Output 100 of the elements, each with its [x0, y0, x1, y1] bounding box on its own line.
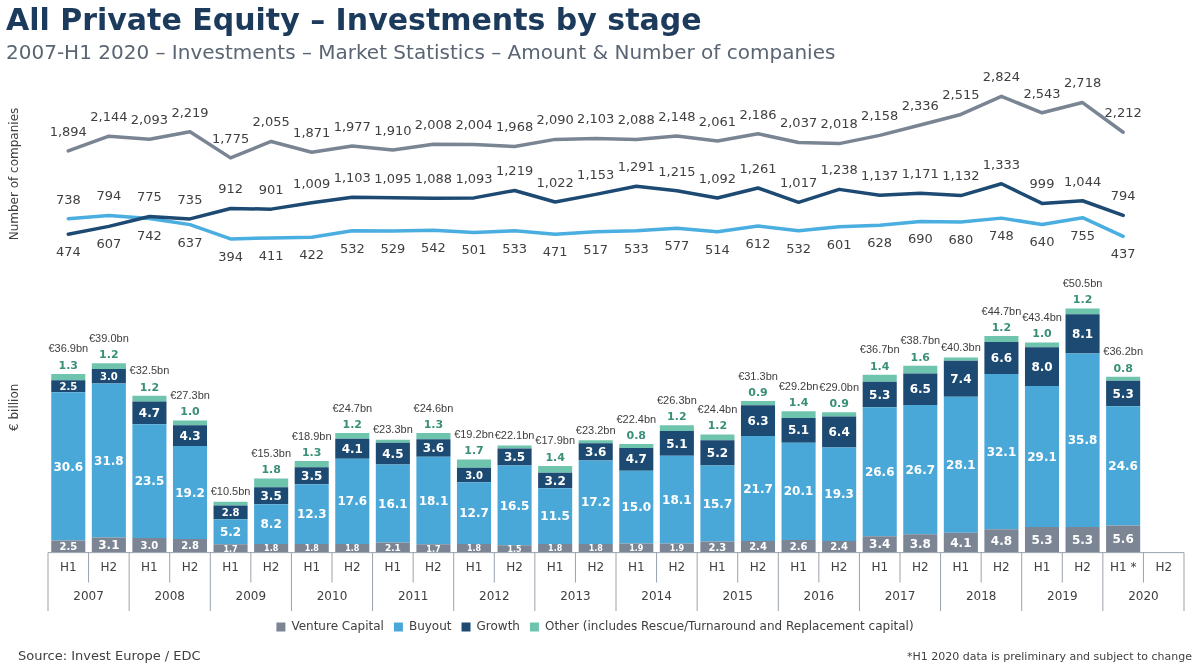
- data-label: 532: [339, 240, 365, 256]
- data-label: 4.1: [950, 535, 972, 550]
- data-label: 2,515: [942, 87, 980, 103]
- data-label: 18.1: [662, 492, 692, 507]
- data-label: 2.8: [221, 506, 240, 518]
- x-tick-label: H2: [1155, 559, 1173, 574]
- bar: [375, 439, 410, 443]
- data-label: 2,543: [1023, 85, 1061, 101]
- data-label: 1.8: [264, 544, 279, 554]
- text: 2008: [154, 589, 185, 604]
- data-label: 3.1: [98, 538, 120, 553]
- bar: [172, 420, 208, 426]
- bar: [254, 504, 289, 544]
- total-label: €40.3bn: [940, 340, 981, 353]
- data-label: 2.1: [384, 542, 401, 553]
- data-label: 1,775: [211, 130, 250, 146]
- data-label: 612: [745, 235, 771, 251]
- data-label: 2,018: [820, 116, 858, 132]
- y-axis-title: € billion: [7, 383, 22, 431]
- bar: [294, 484, 329, 544]
- total-label: €17.9bn: [535, 434, 576, 447]
- data-label: 1.9: [629, 544, 644, 554]
- text: 2017: [884, 589, 916, 604]
- data-label: 3.2: [544, 473, 566, 488]
- data-label: 437: [1110, 246, 1136, 262]
- data-label: 1.8: [548, 544, 563, 554]
- data-label: 15.0: [621, 500, 652, 515]
- y-axis-title: Number of companies: [7, 107, 22, 241]
- data-label: 501: [461, 242, 487, 258]
- data-label: 1,092: [698, 170, 737, 186]
- bar: [91, 383, 126, 538]
- data-label: 18.1: [418, 493, 449, 508]
- chart-subtitle: 2007-H1 2020 – Investments – Market Statistics – Amount & Number of companies: [6, 40, 836, 65]
- data-label: 2,055: [252, 114, 290, 130]
- total-label: €29.2bn: [778, 379, 819, 392]
- text: 2010: [316, 589, 348, 604]
- x-tick-label: H2: [668, 559, 686, 574]
- data-label: 5.3: [869, 387, 891, 402]
- x-tick-label: H2: [993, 559, 1010, 574]
- data-label: 422: [299, 247, 325, 263]
- data-label: 2.5: [59, 541, 78, 553]
- bar: [1106, 406, 1141, 526]
- text: 2020: [1128, 589, 1159, 604]
- data-label: 533: [502, 240, 527, 256]
- data-label: 1.2: [139, 380, 160, 394]
- data-label: 1,171: [901, 166, 939, 182]
- data-label: 2,008: [414, 117, 453, 133]
- data-label: 0.9: [748, 385, 768, 399]
- data-label: 16.5: [499, 498, 530, 513]
- text: 2009: [235, 589, 267, 604]
- data-label: 912: [218, 181, 243, 197]
- data-label: 1.8: [466, 544, 482, 554]
- data-label: 5.2: [219, 524, 242, 539]
- text: 2011: [397, 589, 429, 604]
- bar: [781, 411, 816, 418]
- data-label: 26.7: [905, 462, 936, 477]
- text: 2014: [641, 589, 672, 604]
- data-label: 532: [786, 240, 811, 256]
- bar: [740, 405, 776, 436]
- bar: [1065, 308, 1100, 315]
- data-label: 3.4: [869, 537, 891, 552]
- bar: [862, 374, 897, 382]
- data-label: 1.0: [1032, 327, 1053, 341]
- data-label: 2.4: [830, 541, 849, 553]
- bar: [1065, 353, 1100, 527]
- x-tick-label: H2: [587, 559, 605, 574]
- data-label: 17.6: [337, 494, 368, 509]
- text: 2012: [479, 589, 510, 604]
- total-label: €26.3bn: [656, 393, 697, 406]
- data-label: 5.2: [706, 445, 729, 460]
- data-label: 1.2: [707, 419, 728, 433]
- x-tick-label: H1: [790, 559, 807, 574]
- data-label: 2,093: [130, 112, 169, 128]
- data-label: 6.5: [909, 382, 931, 397]
- data-label: 2,061: [698, 113, 737, 129]
- data-label: 529: [380, 240, 406, 256]
- data-label: 2,088: [617, 112, 655, 128]
- data-label: 15.7: [702, 496, 733, 511]
- data-label: 2.6: [789, 540, 808, 552]
- data-label: 26.6: [864, 464, 895, 479]
- data-label: 32.1: [986, 444, 1017, 459]
- total-label: €22.1bn: [494, 429, 535, 442]
- legend-label: Venture Capital: [291, 619, 384, 634]
- data-label: 1,215: [658, 163, 696, 179]
- data-label: 8.1: [1071, 327, 1094, 342]
- x-tick-label: H1: [627, 559, 645, 574]
- data-label: 35.8: [1067, 433, 1098, 448]
- legend-label: Growth: [476, 619, 520, 634]
- data-label: 628: [867, 235, 893, 251]
- text: *H1 2020 data is preliminary and subject to change: [906, 649, 1193, 663]
- data-label: 1.8: [345, 544, 360, 554]
- bar: [1065, 314, 1100, 354]
- x-tick-label: H1: [384, 559, 402, 574]
- data-label: 1,261: [739, 160, 777, 176]
- total-label: €36.2bn: [1103, 345, 1144, 358]
- data-label: 1.8: [261, 463, 281, 477]
- data-label: 2,090: [536, 112, 574, 128]
- data-label: 1,093: [455, 170, 493, 186]
- text: 2018: [965, 589, 997, 604]
- data-label: 4.5: [382, 446, 404, 461]
